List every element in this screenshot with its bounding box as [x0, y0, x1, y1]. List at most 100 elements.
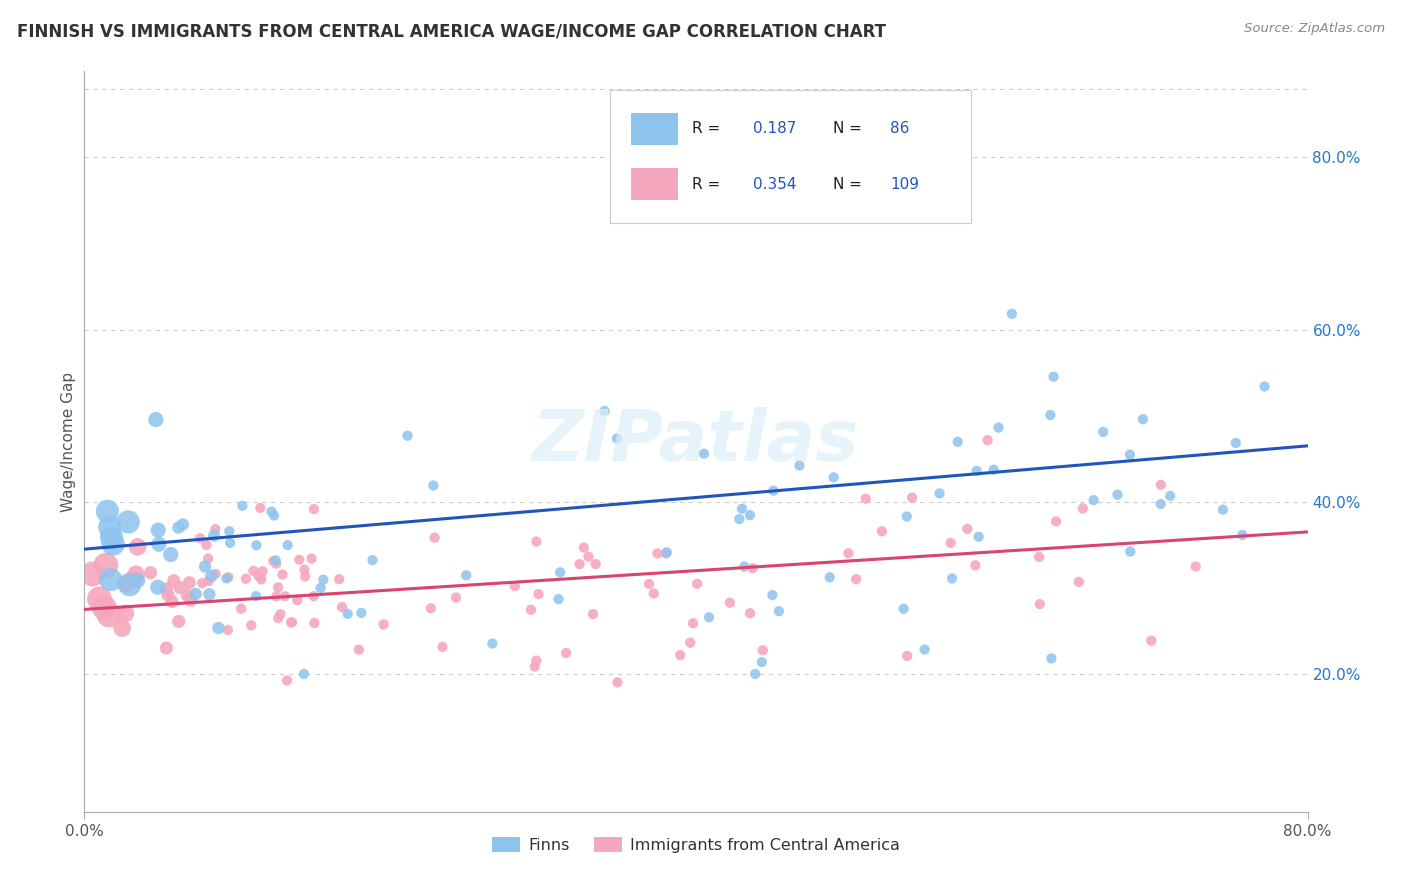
Text: 109: 109: [890, 177, 920, 192]
Point: [100, 573, 122, 587]
Point: [481, 636, 503, 650]
Point: [966, 464, 988, 478]
Point: [733, 559, 755, 574]
Point: [269, 607, 291, 622]
Point: [976, 433, 998, 447]
Point: [117, 515, 139, 529]
Text: R =: R =: [692, 177, 725, 192]
Point: [264, 553, 287, 567]
Point: [184, 587, 207, 601]
Point: [396, 428, 419, 442]
Point: [768, 604, 790, 618]
Point: [523, 659, 546, 673]
Point: [669, 648, 692, 662]
Point: [956, 522, 979, 536]
Point: [179, 575, 201, 590]
Point: [928, 486, 950, 500]
Point: [172, 517, 194, 532]
Point: [271, 567, 294, 582]
Point: [198, 587, 221, 601]
Point: [231, 499, 253, 513]
Point: [520, 603, 543, 617]
Point: [1232, 528, 1254, 542]
Y-axis label: Wage/Income Gap: Wage/Income Gap: [60, 371, 76, 512]
Point: [262, 554, 284, 568]
Point: [845, 572, 868, 586]
Point: [302, 589, 325, 603]
Point: [176, 588, 198, 602]
Point: [1119, 544, 1142, 558]
Point: [965, 558, 987, 573]
Point: [96, 504, 118, 518]
Point: [697, 610, 720, 624]
Point: [245, 538, 267, 552]
Point: [121, 572, 143, 586]
Point: [240, 618, 263, 632]
Bar: [631, 168, 678, 201]
Point: [738, 508, 761, 522]
Point: [1212, 502, 1234, 516]
Point: [555, 646, 578, 660]
Point: [568, 557, 591, 571]
Point: [1092, 425, 1115, 439]
Point: [751, 655, 773, 669]
Point: [280, 615, 302, 630]
Point: [247, 569, 270, 583]
Point: [572, 541, 595, 555]
Point: [94, 558, 117, 573]
Point: [578, 549, 600, 564]
Point: [274, 589, 297, 603]
Point: [896, 648, 918, 663]
Text: R =: R =: [692, 121, 725, 136]
Point: [93, 600, 115, 615]
Point: [1107, 488, 1129, 502]
Point: [294, 563, 316, 577]
Point: [1225, 436, 1247, 450]
Point: [155, 641, 177, 656]
Point: [330, 600, 353, 615]
Point: [139, 566, 162, 580]
Point: [336, 607, 359, 621]
Point: [197, 574, 219, 588]
Point: [89, 591, 111, 606]
Point: [235, 572, 257, 586]
Point: [188, 531, 211, 545]
Point: [197, 551, 219, 566]
Point: [145, 412, 167, 426]
Point: [347, 642, 370, 657]
Point: [1140, 633, 1163, 648]
Point: [304, 615, 326, 630]
Point: [114, 576, 136, 591]
Point: [1150, 497, 1173, 511]
Text: N =: N =: [832, 177, 868, 192]
Point: [160, 594, 183, 608]
Point: [967, 530, 990, 544]
Point: [1029, 597, 1052, 611]
Point: [245, 589, 267, 603]
Point: [1042, 369, 1064, 384]
Point: [987, 420, 1010, 434]
Point: [312, 573, 335, 587]
Point: [148, 523, 170, 537]
Point: [1028, 550, 1050, 565]
Point: [1150, 477, 1173, 491]
Point: [941, 571, 963, 585]
Text: FINNISH VS IMMIGRANTS FROM CENTRAL AMERICA WAGE/INCOME GAP CORRELATION CHART: FINNISH VS IMMIGRANTS FROM CENTRAL AMERI…: [17, 22, 886, 40]
Point: [655, 547, 678, 561]
Point: [249, 500, 271, 515]
Point: [1184, 559, 1206, 574]
Point: [242, 564, 264, 578]
Point: [789, 458, 811, 473]
Point: [215, 571, 238, 585]
Point: [582, 607, 605, 621]
Point: [1132, 412, 1154, 426]
Point: [101, 537, 124, 551]
Point: [422, 478, 444, 492]
Point: [267, 611, 290, 625]
Point: [1039, 408, 1062, 422]
Point: [1159, 489, 1181, 503]
Point: [901, 491, 924, 505]
Point: [218, 524, 240, 538]
Point: [204, 522, 226, 536]
Point: [752, 643, 775, 657]
